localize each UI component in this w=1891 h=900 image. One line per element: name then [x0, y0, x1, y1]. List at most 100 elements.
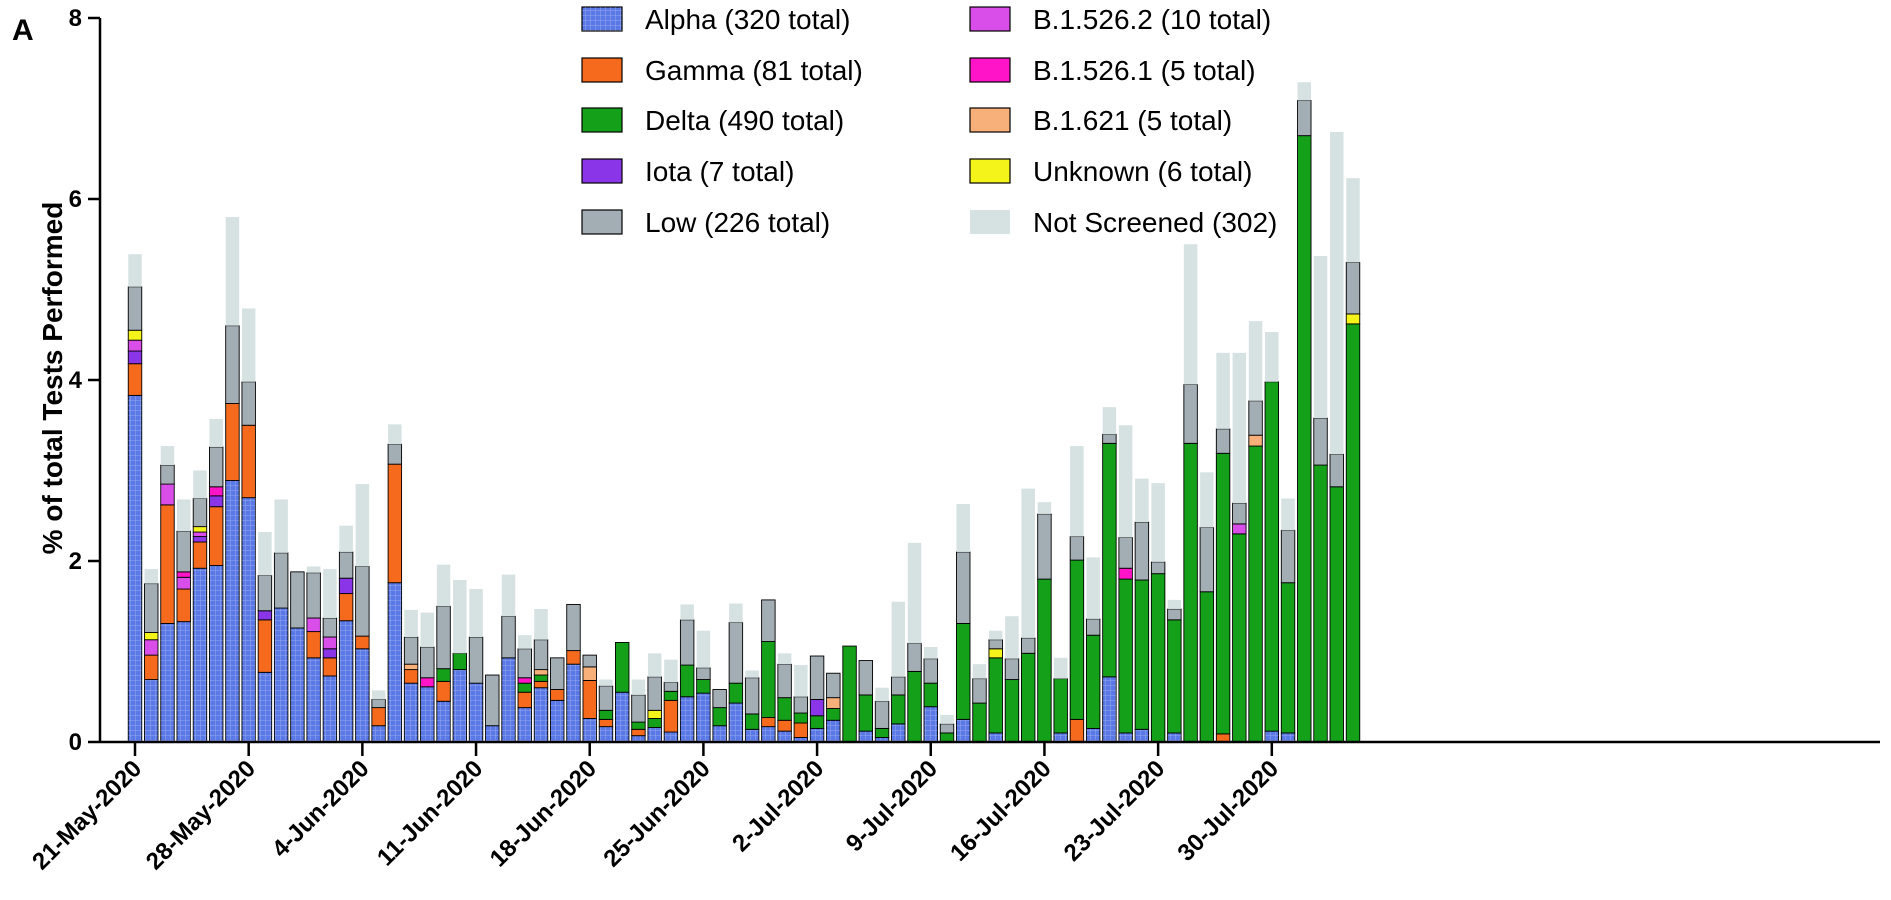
- bar-segment-delta: [1085, 634, 1101, 729]
- bar-stack: [777, 653, 792, 743]
- bar-segment-delta: [956, 622, 971, 720]
- bar-segment-gamma: [793, 722, 809, 738]
- bar-stack: [566, 603, 581, 743]
- bar-segment-delta: [615, 642, 630, 693]
- bar-segment-b15262: [1232, 523, 1247, 535]
- y-tick-label: 6: [69, 186, 82, 213]
- bar-segment-gamma: [387, 463, 403, 584]
- bar-texture: [371, 725, 386, 742]
- bar-segment-gamma: [160, 504, 175, 624]
- bar-segment-delta: [777, 697, 792, 721]
- bar-stack: [468, 589, 484, 743]
- bar-segment-not_screened: [144, 569, 158, 584]
- bar-stack: [371, 690, 386, 743]
- bar-segment-low: [160, 464, 175, 485]
- legend-label-delta: Delta (490 total): [645, 105, 844, 136]
- bar-segment-delta: [1183, 442, 1198, 743]
- bar-segment-delta: [744, 713, 760, 730]
- bar-segment-low: [1248, 400, 1263, 436]
- bar-segment-not_screened: [355, 484, 370, 567]
- bar-segment-gamma: [761, 717, 776, 728]
- x-tick-label: 11-Jun-2020: [372, 755, 488, 871]
- legend-label-not_screened: Not Screened (302): [1033, 207, 1277, 238]
- bar-stack: [1329, 132, 1344, 743]
- legend-swatch-delta: [581, 107, 623, 133]
- bar-segment-low: [1037, 513, 1052, 580]
- bar-texture: [420, 686, 435, 742]
- x-tick-label: 18-Jun-2020: [485, 755, 602, 872]
- bar-stack: [338, 525, 354, 743]
- bar-segment-iota: [208, 495, 224, 508]
- bar-segment-delta: [1118, 578, 1133, 734]
- bar-segment-iota: [809, 699, 825, 717]
- bar-texture: [712, 725, 727, 742]
- bar-segment-b15262: [144, 639, 159, 656]
- bar-segment-not_screened: [875, 687, 889, 702]
- bar-texture: [469, 683, 483, 742]
- bar-segment-low: [127, 286, 143, 331]
- bar-stack: [679, 604, 695, 743]
- bar-texture: [615, 692, 629, 742]
- bar-stack: [1053, 657, 1068, 743]
- bar-segment-low: [1313, 417, 1328, 466]
- bar-stack: [160, 446, 175, 743]
- bar-stack: [241, 308, 256, 743]
- bar-stack: [208, 418, 224, 743]
- bar-segment-delta: [1021, 652, 1036, 743]
- bar-segment-low: [1280, 529, 1296, 584]
- bar-stack: [436, 564, 451, 743]
- bar-texture: [290, 627, 305, 742]
- bar-segment-not_screened: [696, 630, 711, 668]
- bar-stack: [761, 599, 776, 743]
- legend-label-b15261: B.1.526.1 (5 total): [1033, 55, 1256, 86]
- bar-stack: [485, 674, 500, 743]
- bar-texture: [518, 707, 532, 742]
- bar-segment-not_screened: [988, 630, 1003, 640]
- bar-segment-unknown: [127, 329, 143, 341]
- bar-segment-low: [306, 572, 321, 619]
- bar-segment-gamma: [1069, 718, 1085, 743]
- legend-swatch-b15262: [969, 6, 1011, 32]
- bar-texture: [241, 497, 256, 742]
- bar-segment-not_screened: [420, 612, 435, 647]
- bar-segment-not_screened: [501, 574, 516, 617]
- y-tick-label: 4: [69, 367, 83, 394]
- bar-texture: [534, 687, 548, 742]
- bar-texture: [826, 720, 841, 742]
- bar-segment-delta: [874, 727, 890, 738]
- legend-swatch-not_screened: [970, 210, 1010, 234]
- bar-texture: [274, 608, 288, 742]
- bar-segment-unknown: [988, 648, 1003, 659]
- bar-segment-delta: [1248, 445, 1263, 743]
- legend-label-gamma: Gamma (81 total): [645, 55, 863, 86]
- legend-swatch-b1621: [969, 107, 1011, 133]
- bar-segment-low: [1085, 618, 1101, 636]
- bar-segment-low: [972, 678, 987, 704]
- x-tick-label: 21-May-2020: [27, 755, 147, 875]
- bar-segment-gamma: [208, 506, 224, 566]
- bar-stack: [663, 659, 679, 743]
- bar-texture: [193, 568, 207, 742]
- bar-texture: [453, 669, 467, 742]
- bar-stack: [1118, 425, 1133, 743]
- bar-stack: [306, 566, 321, 743]
- bar-stack: [1313, 256, 1328, 743]
- bar-segment-low: [338, 551, 354, 579]
- bar-segment-not_screened: [274, 499, 288, 553]
- bar-segment-delta: [1297, 135, 1312, 743]
- bar-stack: [1150, 483, 1166, 743]
- bar-stack: [826, 672, 841, 743]
- bar-segment-not_screened: [371, 690, 386, 700]
- bar-segment-not_screened: [193, 470, 207, 499]
- bar-segment-not_screened: [1135, 478, 1149, 523]
- bar-texture: [761, 726, 776, 742]
- bar-segment-not_screened: [1021, 488, 1035, 638]
- bar-stack: [842, 645, 857, 743]
- bar-segment-low: [793, 696, 809, 714]
- bar-segment-not_screened: [209, 418, 223, 447]
- bar-segment-not_screened: [469, 589, 483, 638]
- bar-stack: [598, 679, 614, 743]
- bar-segment-not_screened: [1248, 321, 1263, 401]
- bar-segment-low: [533, 639, 549, 671]
